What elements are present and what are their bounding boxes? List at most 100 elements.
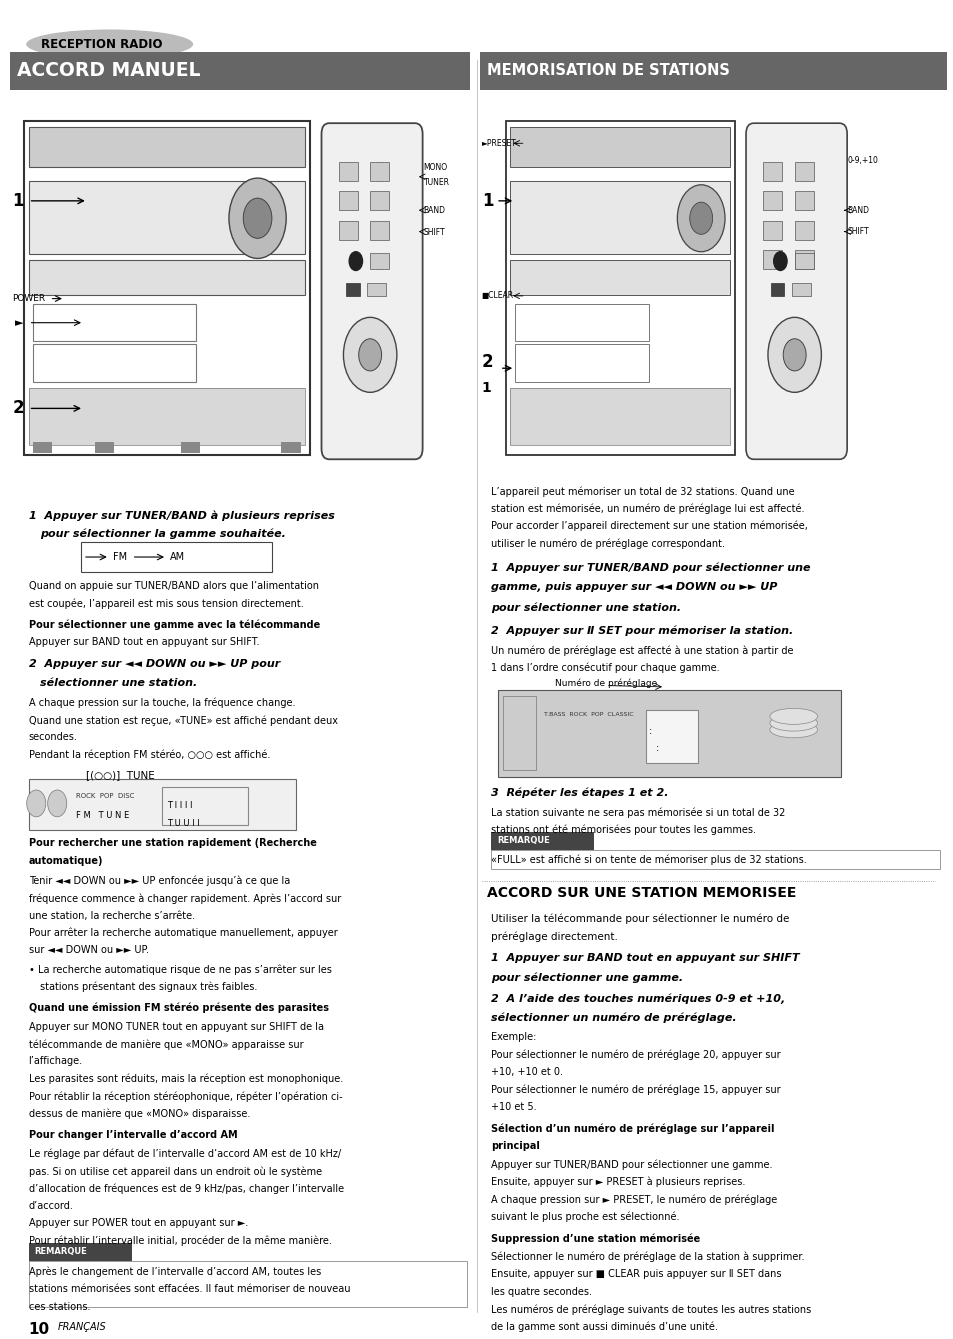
Bar	[10, 52, 470, 90]
Bar	[29, 127, 305, 167]
Bar	[762, 191, 781, 210]
Text: 0-9,+10: 0-9,+10	[846, 157, 877, 165]
Text: MONO: MONO	[423, 163, 447, 171]
Bar	[338, 162, 357, 181]
Text: ROCK  POP  DISC: ROCK POP DISC	[76, 793, 134, 798]
FancyBboxPatch shape	[321, 123, 422, 459]
Text: pour sélectionner une gamme.: pour sélectionner une gamme.	[491, 972, 682, 983]
Text: ces stations.: ces stations.	[29, 1302, 90, 1311]
Text: ACCORD SUR UNE STATION MEMORISEE: ACCORD SUR UNE STATION MEMORISEE	[486, 886, 795, 900]
Text: 1  Appuyer sur TUNER/BAND à plusieurs reprises: 1 Appuyer sur TUNER/BAND à plusieurs rep…	[29, 510, 335, 521]
Text: Appuyer sur POWER tout en appuyant sur ►.: Appuyer sur POWER tout en appuyant sur ►…	[29, 1218, 248, 1228]
Ellipse shape	[27, 29, 193, 59]
Text: A chaque pression sur ► PRESET, le numéro de préréglage: A chaque pression sur ► PRESET, le numér…	[491, 1194, 777, 1205]
Text: L’appareil peut mémoriser un total de 32 stations. Quand une: L’appareil peut mémoriser un total de 32…	[491, 486, 794, 497]
Bar	[338, 221, 357, 240]
Text: Quand une station est reçue, «TUNE» est affiché pendant deux: Quand une station est reçue, «TUNE» est …	[29, 715, 337, 726]
Text: 2: 2	[12, 399, 24, 418]
Text: 10: 10	[29, 1322, 50, 1336]
Text: d’accord.: d’accord.	[29, 1201, 73, 1210]
Bar	[370, 162, 389, 181]
Bar	[502, 696, 536, 770]
Circle shape	[229, 178, 286, 258]
Bar	[491, 850, 939, 869]
Bar	[24, 121, 310, 455]
Text: SHIFT: SHIFT	[846, 228, 868, 236]
Circle shape	[782, 339, 805, 371]
Bar	[794, 162, 813, 181]
Bar	[645, 710, 698, 763]
Text: stations mémorisées sont effacées. Il faut mémoriser de nouveau: stations mémorisées sont effacées. Il fa…	[29, 1284, 350, 1293]
Bar	[29, 260, 305, 295]
FancyBboxPatch shape	[745, 123, 846, 459]
Text: Suppression d’une station mémorisée: Suppression d’une station mémorisée	[491, 1233, 700, 1244]
Text: Pour arrêter la recherche automatique manuellement, appuyer: Pour arrêter la recherche automatique ma…	[29, 928, 337, 939]
Bar	[794, 253, 813, 269]
Text: pour sélectionner la gamme souhaitée.: pour sélectionner la gamme souhaitée.	[40, 529, 286, 540]
Circle shape	[358, 339, 381, 371]
Text: T I I I I: T I I I I	[167, 801, 193, 810]
Text: REMARQUE: REMARQUE	[34, 1248, 87, 1256]
Text: RECEPTION RADIO: RECEPTION RADIO	[41, 37, 162, 51]
Text: sélectionner un numéro de préréglage.: sélectionner un numéro de préréglage.	[491, 1012, 736, 1023]
Bar	[367, 283, 386, 296]
Bar	[515, 304, 648, 341]
Bar	[338, 191, 357, 210]
Text: Pour changer l’intervalle d’accord AM: Pour changer l’intervalle d’accord AM	[29, 1130, 237, 1139]
Circle shape	[773, 252, 786, 270]
Bar	[281, 442, 300, 453]
Bar	[29, 181, 305, 254]
Text: gamme, puis appuyer sur ◄◄ DOWN ou ►► UP: gamme, puis appuyer sur ◄◄ DOWN ou ►► UP	[491, 582, 777, 592]
Bar	[510, 388, 729, 445]
Text: FM: FM	[112, 552, 127, 562]
Text: 1  Appuyer sur BAND tout en appuyant sur SHIFT: 1 Appuyer sur BAND tout en appuyant sur …	[491, 953, 800, 963]
Text: REMARQUE: REMARQUE	[497, 837, 549, 845]
Text: 2: 2	[481, 352, 493, 371]
Text: de la gamme sont aussi diminués d’une unité.: de la gamme sont aussi diminués d’une un…	[491, 1322, 718, 1332]
Text: Quand on appuie sur TUNER/BAND alors que l’alimentation: Quand on appuie sur TUNER/BAND alors que…	[29, 581, 318, 590]
Bar	[791, 283, 810, 296]
Bar	[29, 181, 305, 254]
Text: Les parasites sont réduits, mais la réception est monophonique.: Les parasites sont réduits, mais la réce…	[29, 1074, 342, 1085]
Text: pour sélectionner une station.: pour sélectionner une station.	[491, 603, 680, 613]
Text: télécommande de manière que «MONO» apparaisse sur: télécommande de manière que «MONO» appar…	[29, 1039, 303, 1050]
Text: Ensuite, appuyer sur ► PRESET à plusieurs reprises.: Ensuite, appuyer sur ► PRESET à plusieur…	[491, 1177, 745, 1188]
Bar	[370, 221, 389, 240]
Bar	[794, 250, 813, 269]
Text: «FULL» est affiché si on tente de mémoriser plus de 32 stations.: «FULL» est affiché si on tente de mémori…	[491, 854, 806, 865]
Text: Exemple:: Exemple:	[491, 1032, 537, 1042]
Bar	[81, 542, 272, 572]
Text: 2  Appuyer sur Ⅱ SET pour mémoriser la station.: 2 Appuyer sur Ⅱ SET pour mémoriser la st…	[491, 625, 793, 636]
Text: Un numéro de préréglage est affecté à une station à partir de: Un numéro de préréglage est affecté à un…	[491, 645, 793, 656]
Ellipse shape	[769, 722, 817, 738]
Text: T.BASS  ROCK  POP  CLASSIC: T.BASS ROCK POP CLASSIC	[543, 712, 633, 718]
Text: Tenir ◄◄ DOWN ou ►► UP enfoncée jusqu’à ce que la: Tenir ◄◄ DOWN ou ►► UP enfoncée jusqu’à …	[29, 876, 290, 886]
Bar	[370, 253, 389, 269]
Bar	[29, 1243, 132, 1261]
Text: l’affichage.: l’affichage.	[29, 1056, 83, 1066]
Bar	[479, 52, 946, 90]
Bar	[762, 162, 781, 181]
Text: Les numéros de préréglage suivants de toutes les autres stations: Les numéros de préréglage suivants de to…	[491, 1304, 811, 1315]
Text: ■CLEAR-: ■CLEAR-	[481, 292, 516, 300]
Text: les quatre secondes.: les quatre secondes.	[491, 1287, 592, 1296]
Text: BAND: BAND	[423, 206, 445, 214]
Bar	[510, 260, 729, 295]
Text: stations présentant des signaux très faibles.: stations présentant des signaux très fai…	[40, 981, 257, 992]
Text: sélectionner une station.: sélectionner une station.	[40, 678, 197, 687]
Text: Appuyer sur TUNER/BAND pour sélectionner une gamme.: Appuyer sur TUNER/BAND pour sélectionner…	[491, 1160, 772, 1170]
Bar	[510, 181, 729, 254]
Text: stations ont été mémorisées pour toutes les gammes.: stations ont été mémorisées pour toutes …	[491, 825, 756, 836]
Ellipse shape	[769, 715, 817, 731]
Text: ►PRESET-: ►PRESET-	[481, 139, 518, 147]
Bar	[33, 344, 195, 382]
Bar	[162, 787, 248, 825]
Bar	[515, 344, 648, 382]
Text: 1: 1	[481, 191, 493, 210]
Bar	[33, 442, 52, 453]
Text: TUNER: TUNER	[423, 178, 449, 186]
Text: suivant le plus proche est sélectionné.: suivant le plus proche est sélectionné.	[491, 1212, 679, 1223]
Text: FRANÇAIS: FRANÇAIS	[57, 1322, 106, 1331]
Circle shape	[767, 317, 821, 392]
Text: Ensuite, appuyer sur ■ CLEAR puis appuyer sur Ⅱ SET dans: Ensuite, appuyer sur ■ CLEAR puis appuye…	[491, 1269, 781, 1279]
